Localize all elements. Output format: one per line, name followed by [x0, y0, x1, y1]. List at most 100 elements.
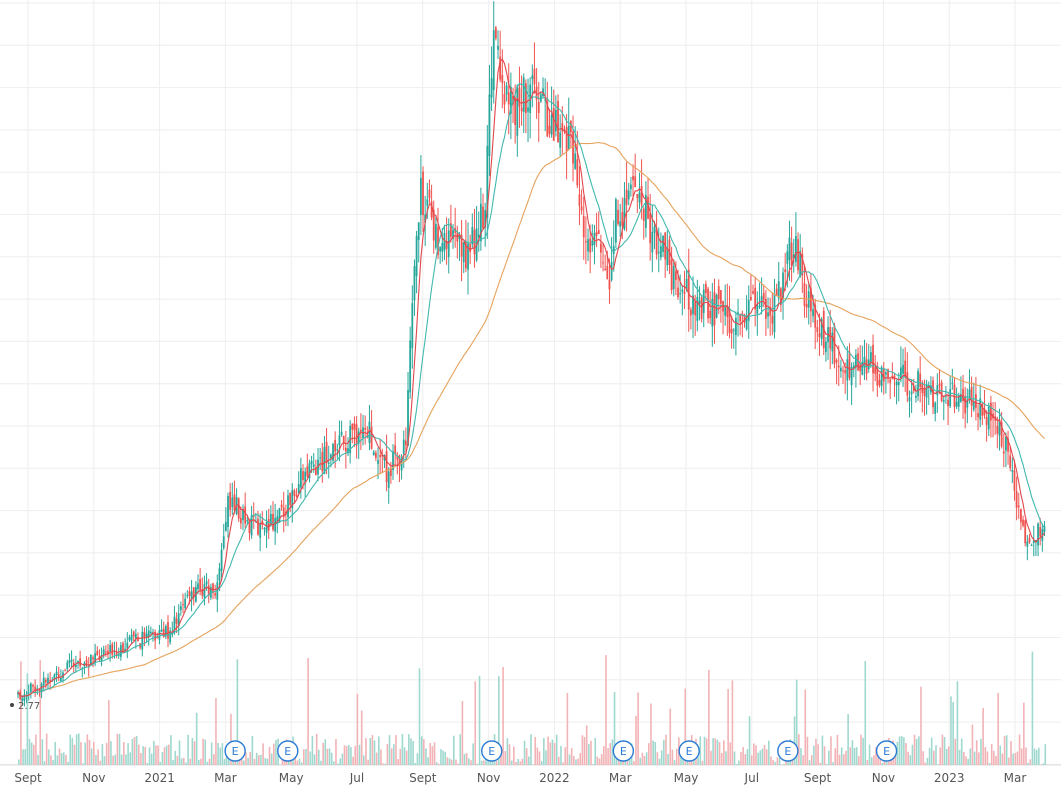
- volume-bar: [757, 752, 759, 765]
- volume-bar: [562, 762, 564, 765]
- candle-body: [756, 304, 759, 314]
- volume-bar: [896, 741, 899, 765]
- candle-body: [68, 660, 71, 663]
- candle-body: [979, 398, 982, 420]
- candle-body: [951, 382, 954, 384]
- candle-body: [857, 353, 859, 371]
- candle-body: [516, 85, 519, 136]
- volume-bar: [1023, 702, 1025, 765]
- candle-body: [132, 631, 135, 637]
- volume-bar: [583, 737, 586, 765]
- candle-body: [462, 242, 465, 263]
- candle-body: [724, 305, 727, 316]
- volume-bar: [459, 734, 462, 765]
- candle-body: [619, 221, 622, 227]
- volume-bar: [405, 750, 408, 765]
- volume-bar: [71, 737, 74, 765]
- candle-body: [593, 232, 596, 245]
- candle-body: [85, 659, 88, 665]
- x-tick-label: 2022: [539, 771, 570, 785]
- volume-bar: [960, 738, 963, 765]
- candle-body: [617, 209, 619, 224]
- candle-body: [1017, 505, 1020, 508]
- volume-bar: [240, 755, 243, 765]
- volume-bar: [204, 739, 207, 765]
- volume-bar: [742, 747, 744, 765]
- candle-body: [863, 356, 866, 368]
- candle-body: [653, 226, 656, 233]
- candle-body: [327, 462, 330, 465]
- volume-bar: [450, 759, 453, 765]
- candle-body: [713, 292, 716, 326]
- volume-bar: [82, 763, 84, 765]
- volume-bar: [508, 744, 511, 765]
- candle-body: [96, 650, 99, 656]
- candle-body: [126, 642, 129, 649]
- candle-body: [66, 662, 69, 669]
- candle-body: [533, 68, 536, 85]
- volume-bar: [838, 754, 841, 765]
- candle-body: [417, 222, 420, 241]
- candle-body: [74, 664, 77, 668]
- candle-body: [640, 185, 643, 205]
- volume-bar: [519, 761, 522, 765]
- volume-bar: [22, 749, 24, 765]
- candle-body: [932, 380, 934, 408]
- candle-body: [794, 236, 797, 263]
- volume-bar: [88, 739, 91, 765]
- candle-body: [167, 621, 169, 639]
- candle-body: [55, 671, 58, 676]
- candle-body: [175, 618, 178, 624]
- candle-body: [610, 262, 613, 281]
- ma-slow-line: [17, 141, 1045, 698]
- volume-bar: [581, 735, 584, 765]
- candle-body: [338, 435, 341, 446]
- candle-body: [531, 75, 534, 80]
- candle-body: [651, 231, 654, 253]
- volume-bar: [221, 743, 224, 765]
- candle-body: [422, 171, 424, 216]
- candle-body: [970, 386, 973, 406]
- volume-bar: [350, 747, 352, 765]
- volume-bar: [345, 746, 348, 765]
- candle-body: [981, 403, 984, 416]
- candle-body: [321, 452, 324, 472]
- volume-bar: [262, 743, 264, 765]
- volume-bar: [395, 735, 397, 765]
- candle-body: [355, 424, 358, 446]
- volume-bar: [110, 741, 112, 765]
- volume-bar: [472, 743, 474, 765]
- volume-bar: [658, 758, 661, 765]
- volume-bar: [828, 750, 830, 765]
- volume-bar: [352, 756, 354, 765]
- candle-body: [426, 199, 429, 206]
- volume-bar: [335, 738, 337, 765]
- volume-bar: [922, 751, 924, 765]
- candle-body: [934, 402, 937, 414]
- candle-body: [494, 27, 497, 39]
- candle-body: [715, 294, 718, 318]
- candle-body: [550, 114, 553, 135]
- volume-bar: [146, 763, 149, 765]
- candle-body: [1028, 537, 1031, 543]
- candle-body: [269, 514, 272, 526]
- candle-body: [602, 262, 604, 264]
- candle-body: [64, 670, 67, 672]
- volume-bar: [1016, 751, 1019, 765]
- volume-bar: [515, 762, 517, 765]
- candle-body: [726, 305, 729, 317]
- volume-bar: [270, 753, 273, 765]
- volume-bar: [172, 759, 174, 765]
- candle-body: [767, 312, 769, 317]
- volume-bar: [817, 744, 819, 765]
- candle-body: [190, 591, 193, 601]
- volume-bar: [116, 733, 119, 765]
- price-marker-label: 2.77: [18, 701, 40, 712]
- candle-body: [89, 655, 92, 665]
- earnings-marker: [277, 740, 299, 762]
- volume-bar: [549, 742, 552, 765]
- candle-body: [949, 389, 952, 407]
- volume-bar: [210, 742, 213, 765]
- volume-bar: [313, 754, 316, 765]
- volume-bar: [18, 759, 20, 765]
